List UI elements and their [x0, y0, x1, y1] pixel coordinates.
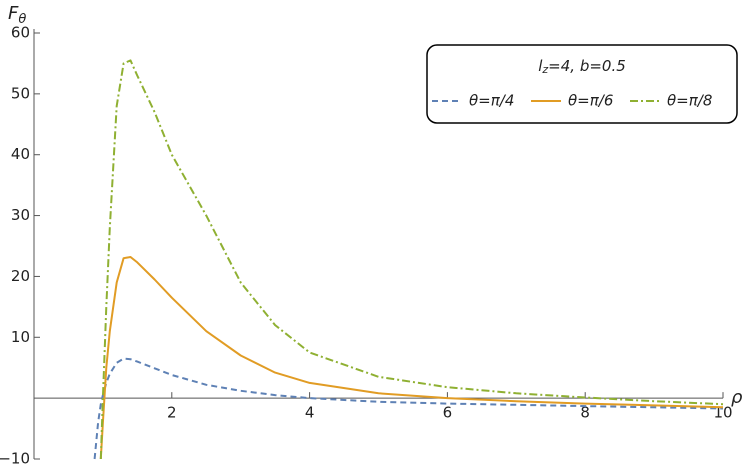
y-axis-label: Fθ [8, 3, 26, 27]
series-line [99, 59, 724, 460]
x-axis-label: ρ [731, 387, 743, 408]
y-tick-label: 40 [11, 145, 30, 163]
x-tick-label: 2 [167, 404, 177, 422]
y-label-base: F [8, 3, 19, 24]
y-tick-label: 50 [11, 84, 30, 102]
y-tick-label: 10 [11, 328, 30, 346]
legend-title-sub: z [541, 63, 548, 76]
series-line [93, 357, 724, 460]
legend-title-rest: =4, b=0.5 [548, 57, 626, 75]
x-tick-label: 8 [580, 404, 590, 422]
legend-label: θ=π/6 [568, 92, 613, 110]
series-line [99, 256, 724, 460]
y-label-sub: θ [18, 12, 26, 27]
x-tick-label: 4 [305, 404, 315, 422]
y-tick-label: 20 [11, 267, 30, 285]
legend-box [426, 44, 738, 124]
x-tick-label: 6 [443, 404, 453, 422]
legend-label: θ=π/4 [469, 92, 514, 110]
legend: lz=4, b=0.5 θ=π/4 θ=π/6 θ=π/8 [426, 44, 738, 124]
y-tick-label: 30 [11, 206, 30, 224]
legend-label: θ=π/8 [667, 92, 712, 110]
y-tick-label: −10 [0, 450, 30, 468]
legend-title-base: l [538, 57, 543, 75]
y-tick-label: 60 [11, 24, 30, 42]
legend-title: lz=4, b=0.5 [538, 57, 626, 77]
